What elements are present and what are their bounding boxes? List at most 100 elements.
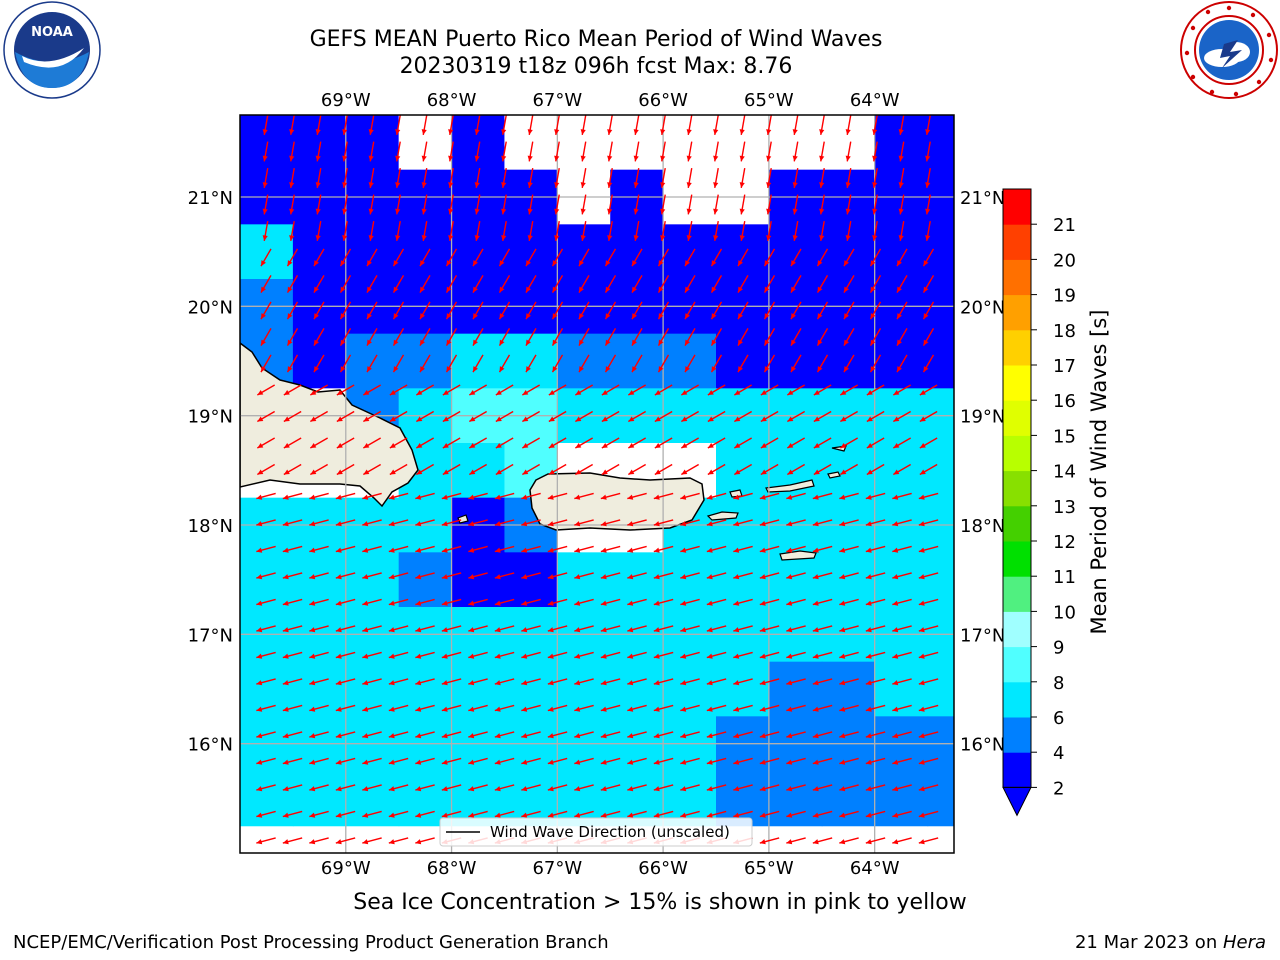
wave-direction-arrowhead — [680, 627, 687, 633]
wave-direction-arrowhead — [282, 494, 289, 500]
wave-direction-arrowhead — [627, 759, 634, 765]
wave-direction-arrowhead — [441, 494, 448, 500]
wave-direction-arrowhead — [792, 182, 798, 188]
wave-direction-arrowhead — [653, 494, 660, 500]
wave-direction-arrowhead — [632, 339, 637, 346]
colorbar-segment — [1003, 224, 1031, 260]
wave-direction-arrowhead — [368, 182, 374, 188]
wave-direction-arrowhead — [309, 706, 316, 712]
wave-direction-arrowhead — [282, 521, 289, 527]
wave-direction-arrowhead — [474, 235, 480, 241]
wave-direction-arrowhead — [865, 680, 872, 686]
wave-direction-arrowhead — [898, 208, 904, 215]
wave-direction-arrowhead — [395, 235, 401, 241]
wave-direction-arrowhead — [633, 182, 639, 188]
wave-direction-arrowhead — [494, 521, 501, 527]
wave-direction-arrowhead — [342, 235, 348, 241]
field-cell — [927, 115, 954, 171]
lon-tick-label-top: 65°W — [744, 90, 794, 111]
wave-direction-arrowhead — [547, 733, 554, 739]
wave-direction-arrowhead — [416, 390, 423, 395]
field-cell — [874, 552, 929, 608]
wave-direction-arrowhead — [653, 759, 660, 765]
wave-direction-arrowhead — [262, 235, 268, 241]
wave-direction-arrowhead — [872, 235, 878, 241]
wave-direction-arrowhead — [658, 366, 664, 373]
field-cell — [821, 115, 876, 171]
wave-direction-arrowhead — [340, 260, 346, 267]
wave-direction-arrowhead — [393, 313, 399, 320]
wave-direction-arrowhead — [733, 494, 740, 500]
wave-direction-arrowhead — [653, 547, 660, 553]
wave-direction-arrowhead — [897, 339, 902, 346]
wave-direction-arrowhead — [468, 812, 475, 818]
field-cell — [557, 552, 611, 608]
lat-tick-label-right: 18°N — [960, 516, 1005, 537]
wave-direction-arrowhead — [547, 547, 554, 553]
wave-direction-arrowhead — [840, 416, 847, 422]
wave-direction-arrowhead — [256, 680, 263, 686]
field-cell — [927, 443, 954, 499]
wave-direction-arrowhead — [448, 155, 454, 162]
colorbar-tick-label: 18 — [1053, 321, 1076, 342]
wave-direction-arrowhead — [495, 443, 502, 448]
wave-direction-arrowhead — [787, 443, 794, 448]
wave-direction-arrowhead — [686, 235, 692, 241]
lat-tick-label-left: 21°N — [188, 188, 233, 209]
colorbar-segment — [1003, 470, 1031, 507]
chart-subtitle: 20230319 t18z 096h fcst Max: 8.76 — [399, 54, 793, 79]
colorbar-segment — [1003, 681, 1031, 718]
wave-direction-arrowhead — [362, 494, 369, 500]
field-cell — [874, 115, 929, 171]
wave-direction-arrowhead — [521, 706, 528, 712]
puerto-rico-landmass — [529, 472, 705, 531]
wave-direction-arrowhead — [362, 600, 369, 606]
wave-direction-arrowhead — [395, 182, 401, 188]
wave-direction-arrowhead — [706, 733, 713, 739]
wave-direction-arrowhead — [415, 706, 422, 712]
wave-direction-arrowhead — [764, 339, 770, 346]
wave-direction-arrowhead — [448, 182, 454, 188]
wave-direction-arrowhead — [342, 208, 348, 215]
wave-direction-arrowhead — [892, 653, 899, 659]
wave-direction-arrowhead — [282, 574, 289, 580]
field-cell — [240, 552, 294, 608]
footer-credit: NCEP/EMC/Verification Post Processing Pr… — [13, 932, 609, 953]
wave-direction-arrowhead — [786, 600, 793, 606]
wave-direction-arrowhead — [759, 547, 766, 553]
wave-direction-arrowhead — [574, 653, 581, 659]
culebra-island — [729, 489, 743, 498]
wave-direction-arrowhead — [336, 416, 343, 422]
field-cell — [292, 771, 347, 827]
wave-direction-arrowhead — [579, 366, 584, 373]
wave-direction-arrowhead — [367, 313, 372, 320]
wave-direction-arrowhead — [468, 759, 475, 765]
wave-direction-arrowhead — [738, 286, 743, 293]
wave-direction-arrowhead — [580, 235, 586, 241]
wave-direction-arrowhead — [812, 521, 819, 527]
wave-direction-arrowhead — [362, 627, 369, 633]
wave-direction-arrowhead — [627, 574, 634, 580]
wave-direction-arrowhead — [367, 366, 372, 373]
wave-direction-arrowhead — [527, 129, 533, 135]
wave-direction-arrowhead — [574, 706, 581, 712]
wave-direction-arrowhead — [865, 627, 872, 633]
wave-direction-arrowhead — [892, 600, 899, 606]
wave-direction-arrowhead — [261, 260, 266, 267]
wave-direction-arrowhead — [918, 494, 925, 500]
wave-direction-arrowhead — [817, 313, 823, 320]
wave-direction-arrowhead — [521, 627, 528, 633]
wave-direction-arrowhead — [579, 339, 584, 346]
wave-direction-arrowhead — [892, 521, 899, 527]
wave-direction-arrowhead — [812, 600, 819, 606]
wave-direction-arrowhead — [256, 759, 263, 765]
wave-direction-arrowhead — [315, 155, 321, 162]
wave-direction-arrowhead — [579, 260, 584, 267]
colorbar-segment — [1003, 505, 1031, 542]
colorbar-tick-label: 11 — [1053, 567, 1076, 588]
wave-direction-arrowhead — [685, 339, 690, 346]
wave-direction-arrowhead — [415, 812, 422, 818]
wave-direction-arrowhead — [685, 366, 690, 373]
wave-direction-arrowhead — [574, 786, 581, 792]
colorbar-tick-label: 15 — [1053, 426, 1076, 447]
